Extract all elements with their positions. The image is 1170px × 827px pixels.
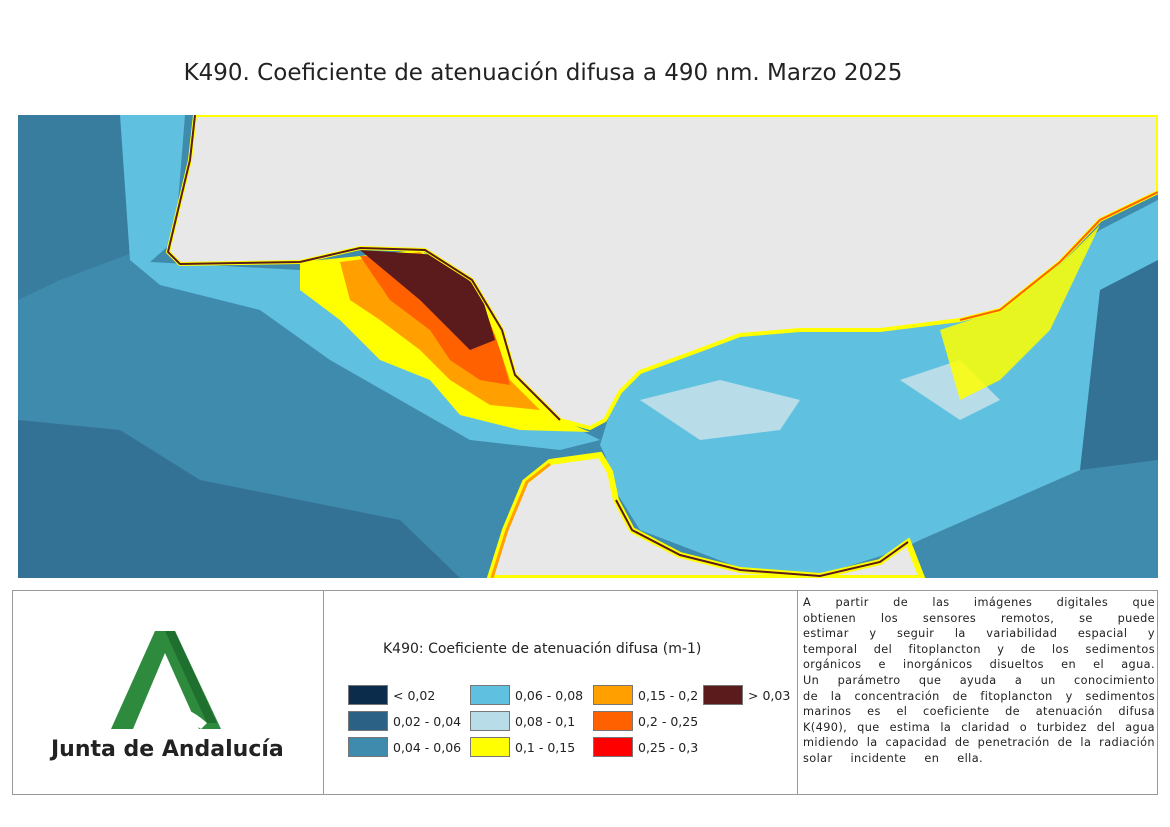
legend-item: 0,08 - 0,1: [470, 711, 575, 731]
description-line: marinos es el coeficiente de atenuación …: [803, 705, 1155, 719]
legend-swatch: [348, 711, 388, 731]
legend-label: 0,08 - 0,1: [515, 713, 576, 729]
description-line: orgánicos e inorgánicos disueltos en el …: [803, 658, 1155, 672]
map: [18, 115, 1158, 578]
divider: [797, 591, 798, 794]
legend-swatch: [470, 711, 510, 731]
description-line: K(490), que estima la claridad o turbide…: [803, 720, 1155, 734]
legend-item: < 0,02: [348, 685, 435, 705]
description-line: obtienen los sensores remotos, se puede: [803, 611, 1155, 625]
description: A partir de las imágenes digitales que ob…: [803, 595, 1155, 767]
legend-label: 0,02 - 0,04: [393, 713, 462, 729]
legend-label: 0,1 - 0,15: [515, 739, 576, 755]
info-panel: Junta de Andalucía K490: Coeficiente de …: [12, 590, 1158, 795]
legend-label: < 0,02: [393, 687, 436, 703]
legend-label: 0,25 - 0,3: [638, 739, 699, 755]
logo-icon: [111, 631, 221, 729]
legend-title: K490: Coeficiente de atenuación difusa (…: [383, 641, 702, 657]
legend-swatch: [470, 685, 510, 705]
legend-label: 0,2 - 0,25: [638, 713, 699, 729]
logo-text: Junta de Andalucía: [51, 737, 284, 762]
legend-item: 0,2 - 0,25: [593, 711, 698, 731]
legend-item: 0,06 - 0,08: [470, 685, 583, 705]
legend-item: > 0,03: [703, 685, 790, 705]
legend-swatch: [703, 685, 743, 705]
legend-item: 0,25 - 0,3: [593, 737, 698, 757]
legend-swatch: [593, 685, 633, 705]
description-line: de la concentración de fitoplancton y se…: [803, 689, 1155, 703]
legend-label: 0,15 - 0,2: [638, 687, 699, 703]
divider: [323, 591, 324, 794]
legend-label: > 0,03: [748, 687, 791, 703]
description-line: estimar y seguir la variabilidad espacia…: [803, 627, 1155, 641]
description-line: solar incidente en ella.: [803, 751, 984, 765]
description-line: Un parámetro que ayuda a un conocimiento: [803, 673, 1155, 687]
legend-swatch: [348, 685, 388, 705]
legend-item: 0,04 - 0,06: [348, 737, 461, 757]
legend-swatch: [348, 737, 388, 757]
legend-item: 0,15 - 0,2: [593, 685, 698, 705]
description-line: temporal del fitoplancton y de los sedim…: [803, 642, 1155, 656]
legend-label: 0,06 - 0,08: [515, 687, 584, 703]
legend-item: 0,1 - 0,15: [470, 737, 575, 757]
description-line: midiendo la capacidad de penetración de …: [803, 736, 1155, 750]
legend-swatch: [593, 737, 633, 757]
description-line: A partir de las imágenes digitales que: [803, 596, 1155, 609]
legend-swatch: [593, 711, 633, 731]
title: K490. Coeficiente de atenuación difusa a…: [183, 60, 903, 86]
legend-label: 0,04 - 0,06: [393, 739, 462, 755]
legend-item: 0,02 - 0,04: [348, 711, 461, 731]
legend-swatch: [470, 737, 510, 757]
